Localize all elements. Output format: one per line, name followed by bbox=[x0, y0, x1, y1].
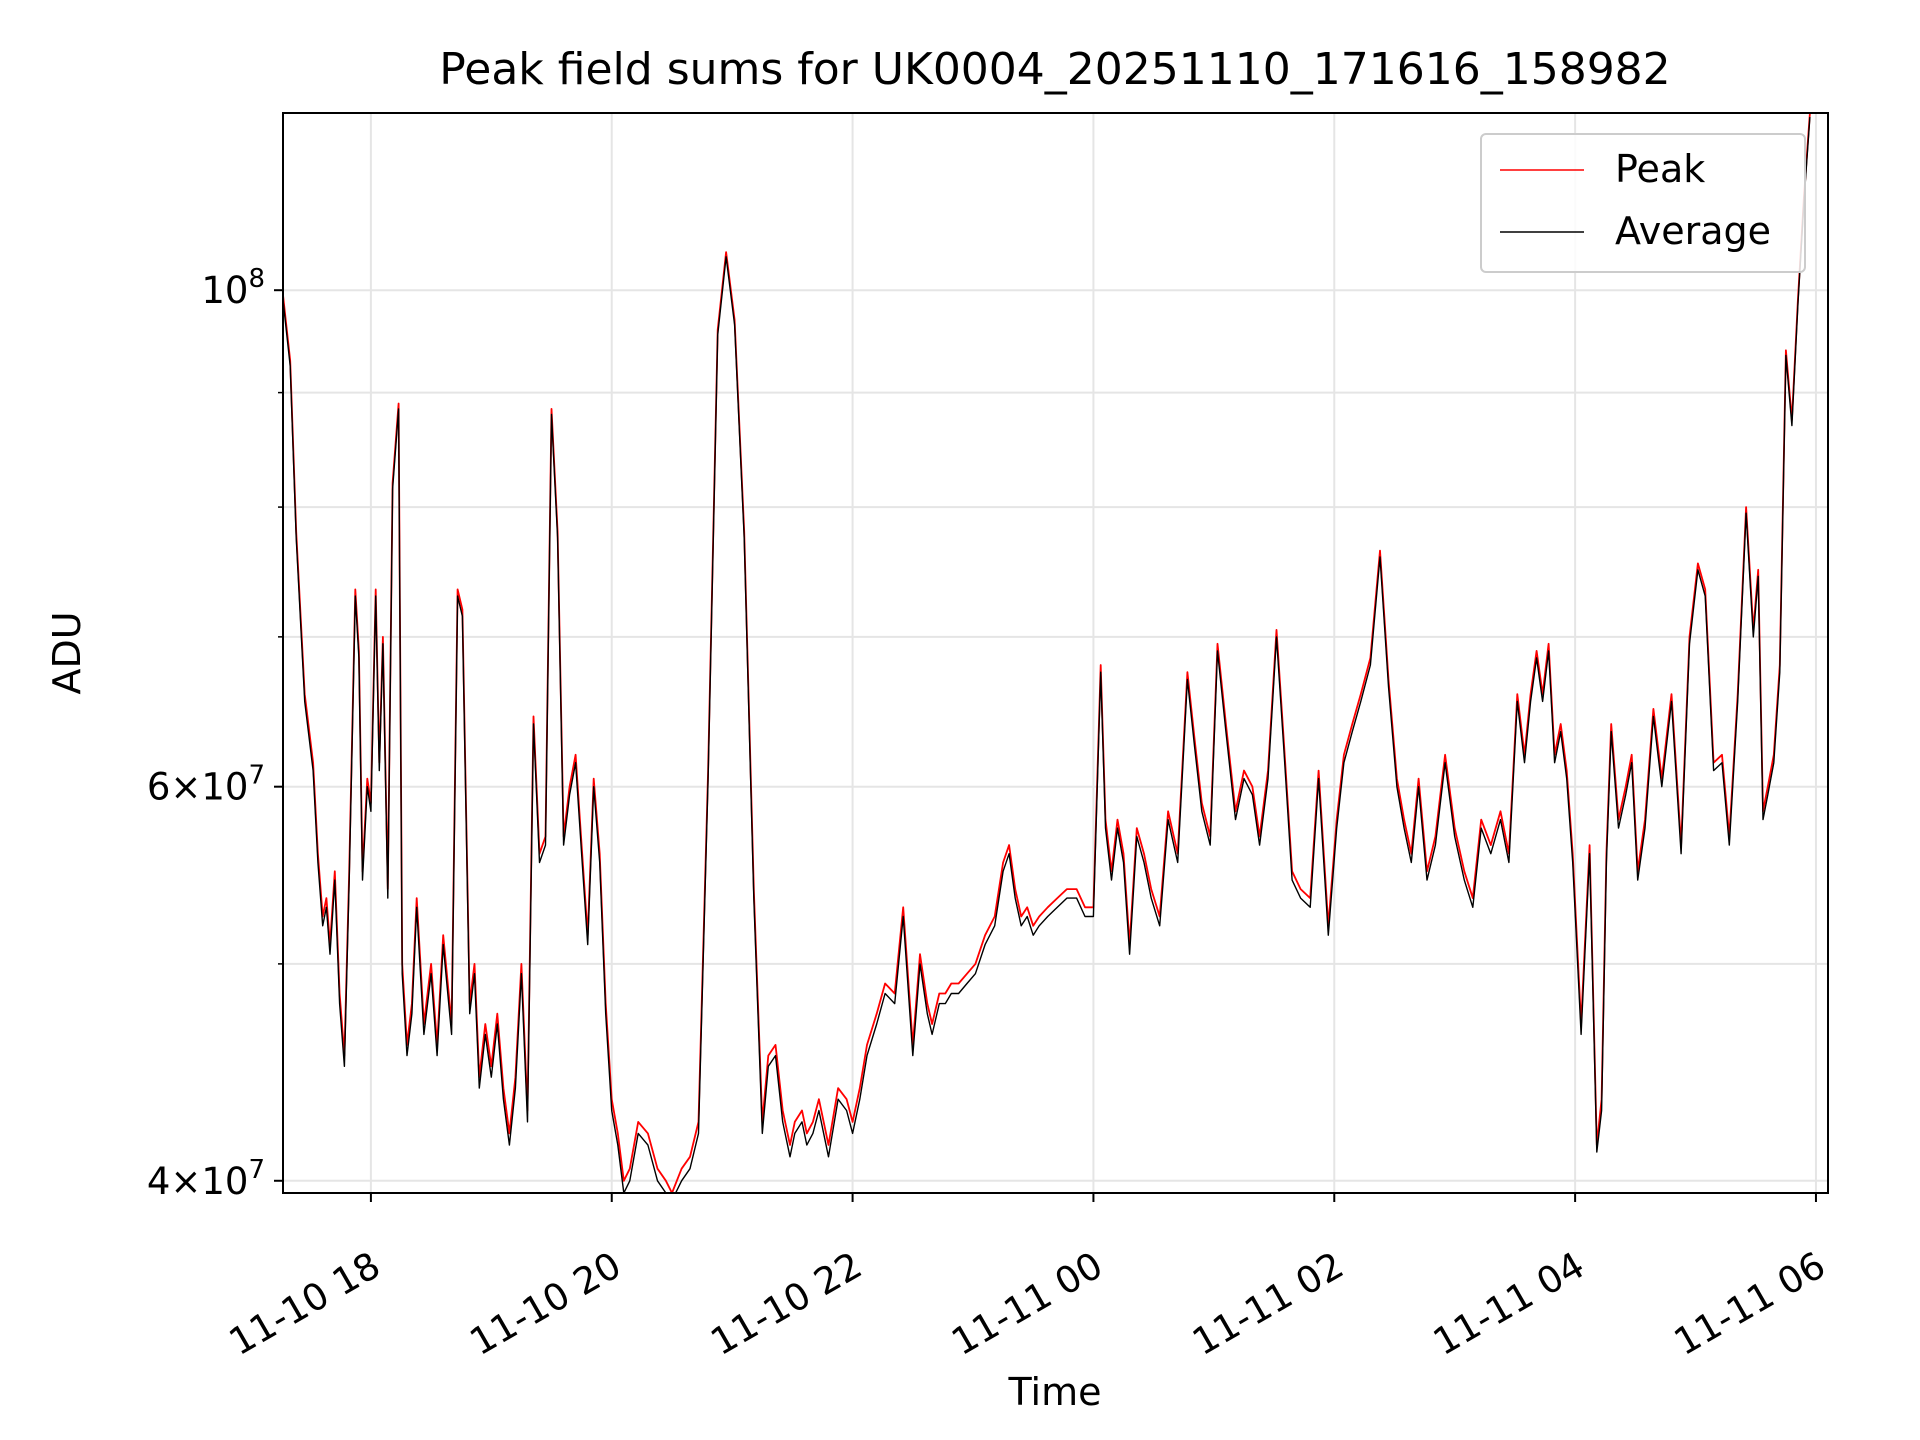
series-layer bbox=[283, 113, 1811, 1193]
y-tick-label: 108 bbox=[201, 264, 265, 312]
grid bbox=[283, 113, 1828, 1193]
y-axis-label: ADU bbox=[45, 611, 89, 694]
chart-title: Peak field sums for UK0004_20251110_1716… bbox=[439, 44, 1670, 95]
y-axis: 4×107 6×107 108 bbox=[147, 264, 283, 1203]
x-axis-label: Time bbox=[1008, 1370, 1102, 1414]
series-line-peak bbox=[283, 113, 1811, 1193]
legend-average-label: Average bbox=[1615, 209, 1771, 253]
y-tick-label: 4×107 bbox=[147, 1155, 265, 1203]
legend-box bbox=[1480, 133, 1806, 273]
series-line-average bbox=[283, 117, 1811, 1193]
plot-frame bbox=[282, 112, 1829, 1194]
legend-peak-label: Peak bbox=[1615, 147, 1705, 191]
legend: Peak Average bbox=[1480, 133, 1806, 273]
y-tick-label: 6×107 bbox=[147, 761, 265, 809]
